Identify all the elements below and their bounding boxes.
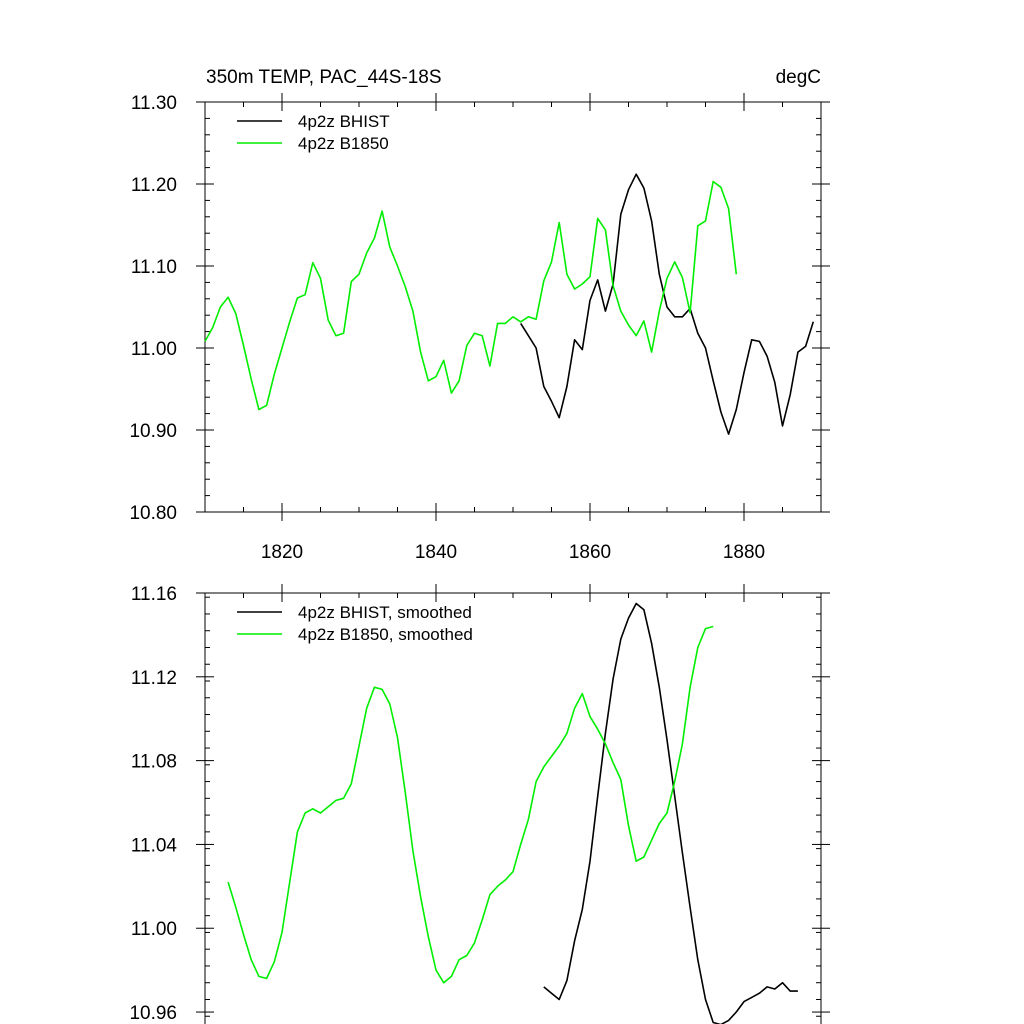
figure-title: 350m TEMP, PAC_44S-18S (206, 67, 442, 88)
top-ticks (196, 93, 830, 521)
bottom-y-tick-labels: 10.96 11.00 11.04 11.08 11.12 11.16 (129, 584, 177, 1024)
top-x-tick-label: 1860 (569, 542, 611, 563)
bottom-legend: 4p2z BHIST, smoothed 4p2z B1850, smoothe… (237, 603, 473, 644)
top-y-tick-label: 11.20 (131, 175, 177, 196)
bottom-y-tick-label: 11.04 (131, 835, 178, 856)
bottom-y-tick-label: 11.00 (131, 919, 177, 940)
top-y-tick-labels: 10.80 10.90 11.00 11.10 11.20 11.30 (129, 93, 177, 524)
top-y-tick-label: 11.30 (131, 93, 177, 114)
top-legend-label-bhist: 4p2z BHIST (298, 112, 390, 131)
top-x-tick-label: 1840 (415, 542, 457, 563)
bottom-y-tick-label: 11.16 (131, 584, 177, 605)
top-legend-label-b1850: 4p2z B1850 (298, 134, 389, 153)
bottom-legend-label-b1850: 4p2z B1850, smoothed (298, 625, 473, 644)
bottom-ticks (196, 584, 830, 1017)
bottom-series-line-b1850 (227, 625, 714, 984)
bottom-panel: 10.96 11.00 11.04 11.08 11.12 11.16 4p2z BHIS… (129, 584, 830, 1024)
top-series-line-b1850 (204, 180, 738, 411)
top-y-tick-label: 10.80 (129, 503, 177, 524)
figure-units: degC (776, 67, 821, 88)
top-legend: 4p2z BHIST 4p2z B1850 (237, 112, 390, 153)
top-x-tick-label: 1880 (723, 542, 765, 563)
top-x-tick-label: 1820 (261, 542, 303, 563)
top-x-tick-labels: 1820 1840 1860 1880 (261, 542, 765, 563)
bottom-series-line-bhist (543, 602, 798, 1024)
top-y-tick-label: 11.10 (131, 257, 177, 278)
bottom-y-tick-label: 11.08 (131, 752, 177, 773)
bottom-series-lines (227, 602, 798, 1024)
bottom-y-tick-label: 11.12 (131, 668, 177, 689)
bottom-legend-label-bhist: 4p2z BHIST, smoothed (298, 603, 472, 622)
bottom-y-tick-label: 10.96 (129, 1003, 177, 1024)
top-y-tick-label: 11.00 (131, 339, 177, 360)
top-y-tick-label: 10.90 (129, 421, 177, 442)
top-series-line-bhist (520, 173, 815, 435)
top-series-lines (204, 173, 815, 435)
